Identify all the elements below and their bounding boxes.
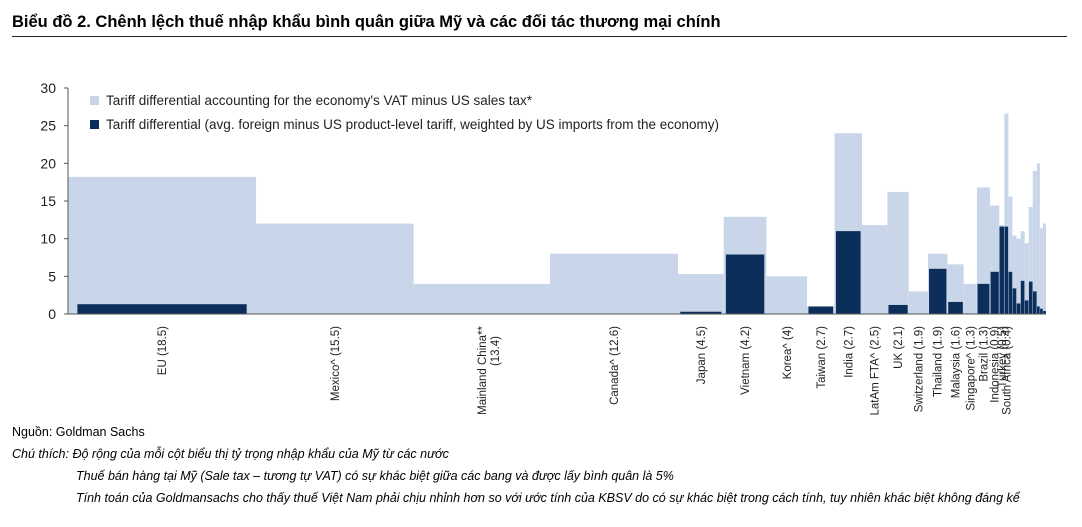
bar-vat-24: [1028, 207, 1033, 314]
x-label-9: LatAm FTA^ (2.5): [870, 326, 882, 416]
bar-vat-3: [549, 253, 678, 314]
bar-tariff-8: [835, 231, 861, 314]
note-line-1: Độ rộng của mỗi cột biểu thị tỷ trọng nh…: [72, 447, 449, 461]
y-tick-label-2: 10: [40, 231, 56, 247]
note-line-2: Thuế bán hàng tại Mỹ (Sale tax – tương t…: [76, 469, 674, 483]
x-label-16: Indonesia (0.9): [990, 326, 1002, 403]
bar-tariff-5: [725, 254, 765, 314]
chart-title: Biểu đồ 2. Chênh lệch thuế nhập khẩu bìn…: [12, 10, 1067, 37]
bar-vat-23: [1024, 243, 1029, 314]
legend-label-1: Tariff differential (avg. foreign minus …: [106, 117, 719, 132]
y-tick-label-4: 20: [40, 155, 56, 171]
y-tick-label-1: 5: [48, 268, 56, 284]
y-tick-label-3: 15: [40, 193, 56, 209]
x-label-2: Mainland China**: [477, 325, 489, 414]
bar-vat-16: [990, 205, 1000, 314]
bar-vat-28: [1042, 223, 1046, 314]
y-tick-label-5: 25: [40, 118, 56, 134]
bar-tariff-26: [1037, 306, 1040, 314]
bar-tariff-4: [680, 311, 722, 314]
bar-tariff-0: [77, 304, 247, 314]
x-label-10: UK (2.1): [893, 326, 905, 369]
bar-tariff-10: [888, 304, 908, 314]
bar-vat-27: [1039, 228, 1043, 314]
bar-vat-10: [887, 191, 909, 314]
x-label-14: Singapore^ (1.3): [965, 326, 977, 411]
bar-tariff-13: [948, 301, 963, 314]
x-label-0: EU (18.5): [157, 326, 169, 375]
x-label-3: Canada^ (12.6): [609, 326, 621, 405]
note-line-3: Tính toán của Goldmansachs cho thấy thuế…: [76, 491, 1020, 505]
bar-tariff-12: [929, 268, 947, 314]
bar-vat-25: [1032, 170, 1037, 314]
x-label-7: Taiwan (2.7): [816, 326, 828, 389]
y-tick-label-6: 30: [40, 80, 56, 96]
x-label-6: Korea^ (4): [782, 326, 794, 380]
bar-vat-15: [976, 187, 991, 314]
bar-vat-9: [861, 225, 888, 314]
bar-tariff-24: [1028, 281, 1033, 314]
bar-vat-13: [947, 264, 964, 314]
bar-tariff-21: [1016, 303, 1021, 314]
legend-swatch-1: [90, 120, 99, 129]
bar-vat-4: [677, 274, 724, 314]
chart: 0 5 10 15 20 25 30 EU (18.5) Mexico^ (15.5) Mainl…: [40, 80, 1046, 416]
bar-tariff-22: [1020, 280, 1025, 314]
bar-tariff-7: [808, 306, 834, 314]
bar-vat-11: [908, 291, 929, 314]
bar-tariff-27: [1040, 308, 1043, 314]
x-label-8: India (2.7): [843, 326, 855, 378]
x-label-1: Mexico^ (15.5): [330, 326, 342, 401]
bar-vat-6: [766, 276, 808, 314]
x-label-18: South Africa (0.4): [1001, 326, 1013, 415]
bar-vat-20: [1012, 235, 1017, 314]
bar-vat-0: [68, 176, 257, 314]
x-label-12: Thailand (1.9): [933, 326, 945, 397]
source-text: Nguồn: Goldman Sachs: [12, 425, 145, 439]
x-label-5: Vietnam (4.2): [740, 326, 752, 395]
bar-tariff-20: [1012, 288, 1017, 314]
bar-tariff-18: [1004, 226, 1009, 314]
bar-vat-19: [1008, 196, 1013, 314]
bar-vat-1: [256, 223, 414, 314]
x-label-line2-2: (13.4): [490, 336, 502, 366]
bar-vat-18: [1004, 113, 1009, 314]
legend-swatch-0: [90, 96, 99, 105]
bar-vat-21: [1016, 238, 1021, 314]
bar-vat-26: [1036, 163, 1040, 314]
bar-tariff-28: [1043, 310, 1046, 314]
note-label: Chú thích: Độ rộng của mỗi cột biểu thị …: [12, 446, 449, 462]
y-tick-label-0: 0: [48, 306, 56, 322]
x-label-11: Switzerland (1.9): [913, 326, 925, 412]
bar-vat-14: [963, 283, 977, 314]
bar-tariff-23: [1024, 300, 1029, 314]
bar-tariff-17: [999, 226, 1005, 314]
bar-tariff-15: [977, 283, 990, 314]
bar-tariff-25: [1032, 291, 1037, 314]
bar-tariff-16: [990, 271, 999, 314]
x-label-15: Brazil (1.3): [978, 326, 990, 382]
note-label-text: Chú thích:: [12, 447, 69, 461]
bar-vat-22: [1020, 231, 1025, 314]
bar-tariff-19: [1008, 271, 1013, 314]
x-label-13: Malaysia (1.6): [951, 326, 963, 398]
legend-label-0: Tariff differential accounting for the e…: [106, 93, 533, 108]
x-label-4: Japan (4.5): [696, 326, 708, 384]
bar-vat-2: [413, 283, 550, 314]
x-label-17: Turkey (0.5): [997, 326, 1009, 388]
